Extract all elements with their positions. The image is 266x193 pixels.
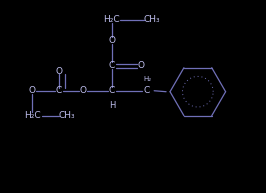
Text: C: C — [109, 86, 115, 95]
Text: C: C — [56, 86, 62, 95]
Text: O: O — [79, 86, 86, 95]
Text: H₂C: H₂C — [103, 15, 120, 24]
Text: CH₃: CH₃ — [143, 15, 160, 24]
Text: O: O — [29, 86, 36, 95]
Text: H₂: H₂ — [143, 76, 152, 82]
Text: O: O — [55, 67, 63, 76]
Text: O: O — [108, 36, 115, 45]
Text: H₂C: H₂C — [24, 111, 41, 120]
Text: O: O — [138, 61, 144, 70]
Text: C: C — [143, 86, 149, 95]
Text: C: C — [109, 61, 115, 70]
Text: H: H — [109, 101, 115, 110]
Text: CH₃: CH₃ — [59, 111, 75, 120]
